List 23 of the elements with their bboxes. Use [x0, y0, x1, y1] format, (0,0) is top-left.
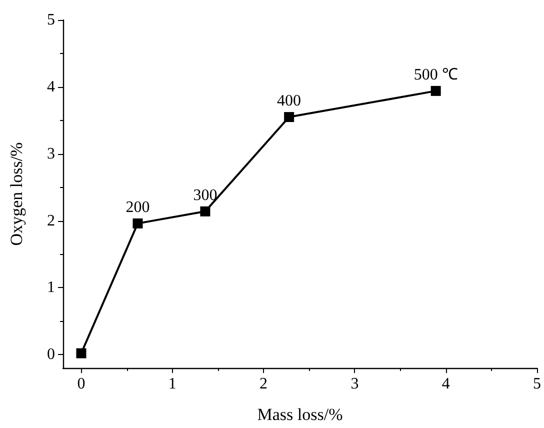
y-tick-label: 2	[47, 212, 55, 230]
x-tick-label: 1	[168, 376, 176, 392]
point	[76, 348, 86, 358]
x-tick-label: 0	[77, 376, 86, 392]
x-tick-label: 3	[350, 376, 359, 392]
point	[284, 112, 294, 122]
y-tick-label: 3	[47, 145, 55, 162]
x-axis-title: Mass loss/%	[257, 405, 343, 424]
y-tick-label: 5	[47, 12, 55, 28]
y-tick-label: 4	[47, 78, 55, 96]
annotation: 200	[126, 198, 150, 216]
annotation: 500 ℃	[414, 66, 458, 84]
y-tick-label: 0	[47, 346, 55, 364]
point	[132, 218, 143, 228]
x-tick-label: 2	[260, 376, 268, 392]
point	[200, 206, 210, 216]
y-axis-title: Oxygen loss/%	[7, 142, 26, 246]
annotation: 300	[193, 186, 218, 204]
x-tick-label: 5	[533, 376, 541, 392]
y-tick-label: 1	[47, 279, 55, 296]
x-tick-label: 4	[442, 376, 450, 392]
annotation: 400	[277, 92, 302, 110]
point	[430, 86, 441, 96]
